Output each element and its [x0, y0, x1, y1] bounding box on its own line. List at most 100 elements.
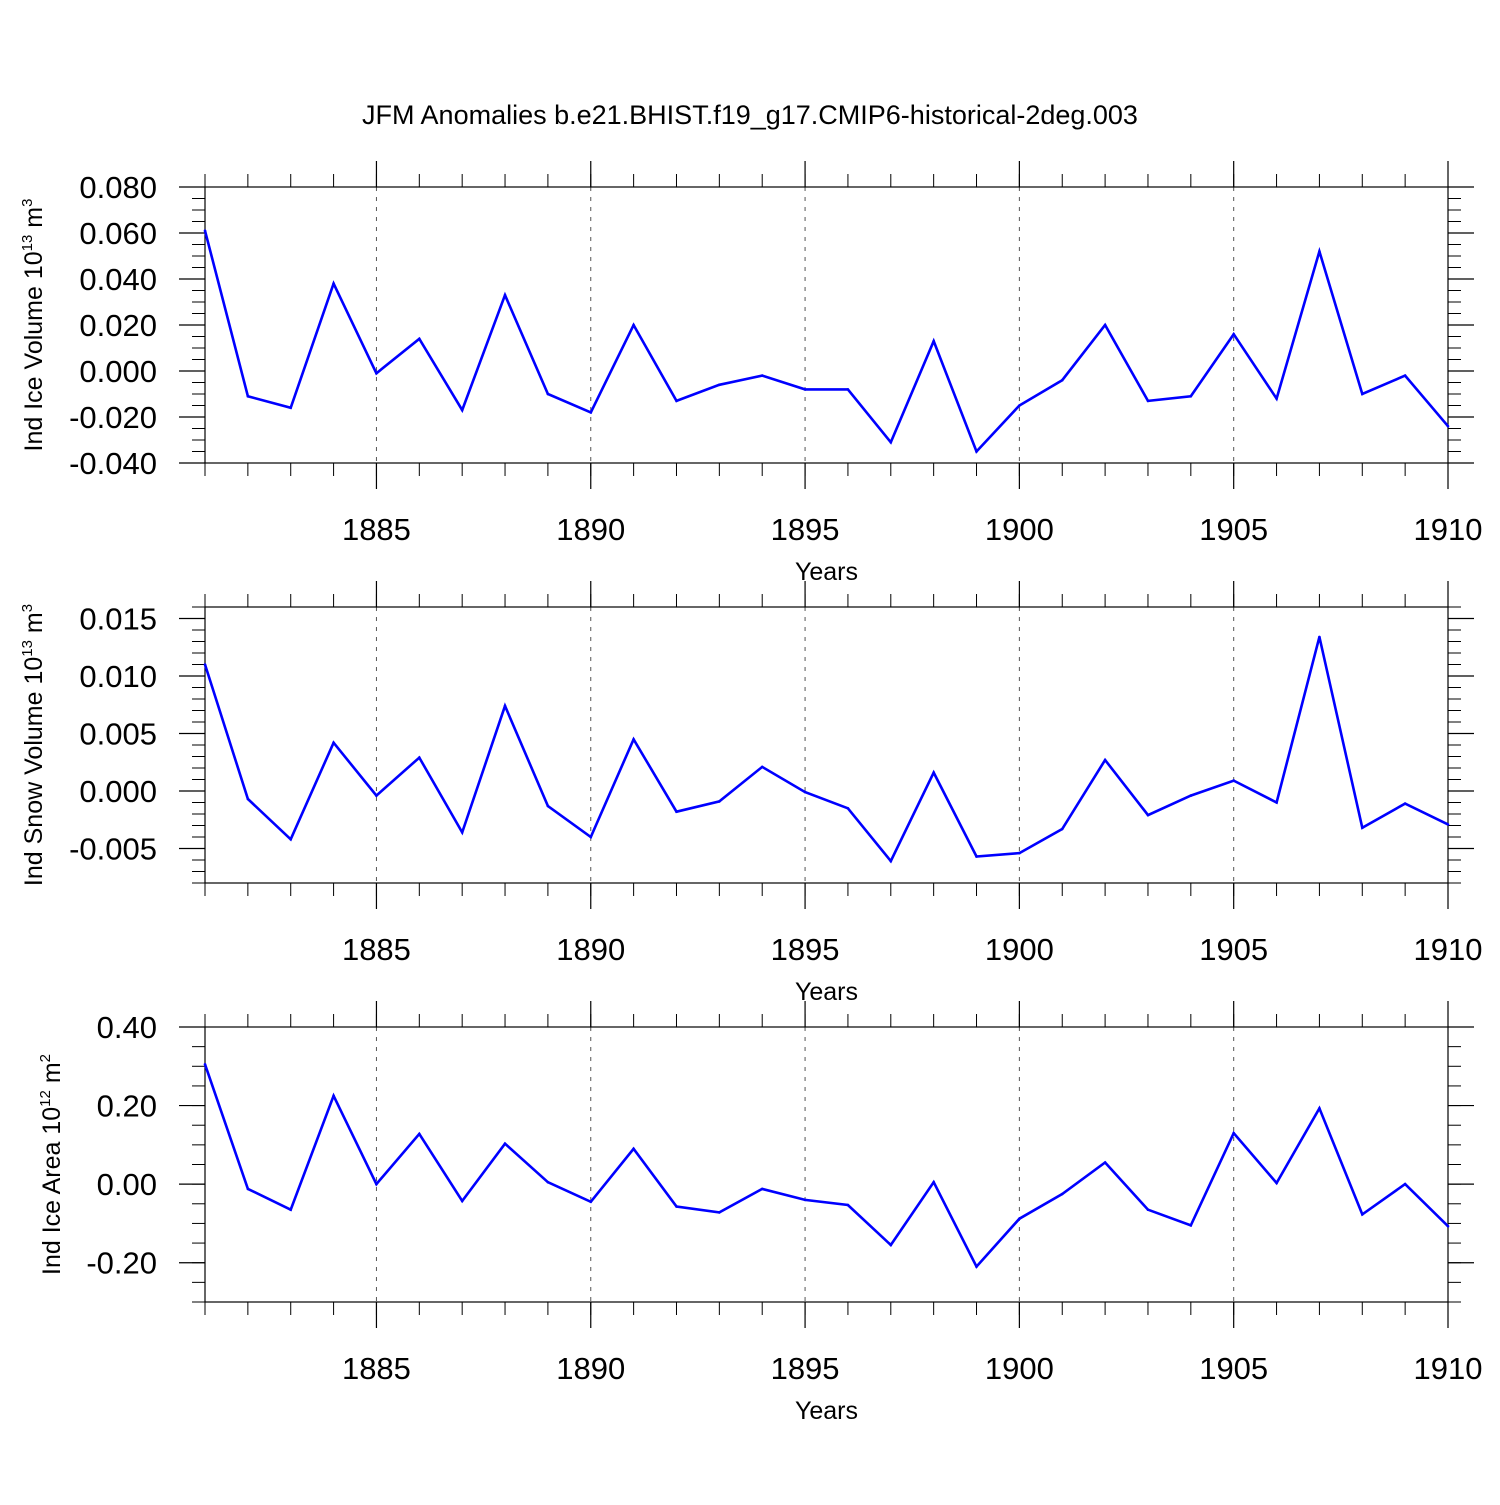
data-point	[418, 756, 421, 759]
y-axis-label-part: m	[20, 207, 48, 235]
data-point	[332, 282, 335, 285]
x-tick-label: 1905	[1199, 512, 1268, 547]
data-point	[546, 804, 550, 808]
data-point	[975, 450, 978, 453]
data-point	[546, 392, 550, 396]
x-tick-label: 1910	[1414, 932, 1483, 967]
figure-title: JFM Anomalies b.e21.BHIST.f19_g17.CMIP6-…	[362, 100, 1138, 130]
data-point	[1146, 1208, 1150, 1211]
x-tick-label: 1885	[342, 932, 411, 967]
y-axis-label-superscript: 3	[19, 199, 36, 207]
data-point	[846, 388, 850, 391]
data-point	[675, 810, 678, 813]
data-point	[675, 1205, 678, 1208]
y-axis-label: Ind Ice Area 1012 m2	[37, 1054, 66, 1275]
y-axis-label: Ind Ice Volume 1013 m3	[19, 199, 48, 452]
y-axis-label-part: m	[20, 612, 48, 640]
data-point	[718, 1211, 721, 1214]
x-tick-label: 1910	[1414, 512, 1483, 547]
data-point	[289, 406, 293, 410]
data-point	[1446, 424, 1450, 428]
data-point	[375, 794, 378, 797]
y-tick-label: 0.40	[97, 1010, 157, 1045]
data-point	[418, 337, 421, 341]
data-point	[332, 741, 335, 744]
data-point	[203, 229, 207, 232]
data-point	[503, 293, 507, 297]
data-point	[932, 771, 935, 774]
y-tick-label: 0.080	[79, 170, 157, 205]
y-tick-label: 0.000	[79, 774, 157, 809]
data-point	[460, 831, 464, 834]
x-tick-label: 1905	[1199, 932, 1268, 967]
data-point	[289, 838, 293, 841]
series-line	[203, 230, 1449, 454]
y-tick-label: 0.020	[79, 308, 157, 343]
data-point	[589, 835, 593, 839]
data-point	[1103, 758, 1107, 762]
data-point	[289, 1208, 293, 1211]
data-point	[1446, 823, 1450, 826]
series-line	[203, 636, 1449, 864]
data-point	[1018, 851, 1021, 855]
data-point	[1232, 779, 1235, 782]
data-point	[1060, 1192, 1064, 1196]
data-point	[1403, 802, 1407, 805]
data-point	[418, 1132, 421, 1136]
data-point	[932, 1180, 935, 1184]
x-tick-label: 1895	[771, 932, 840, 967]
data-point	[246, 395, 250, 398]
data-point	[1275, 1181, 1278, 1185]
data-point	[889, 859, 893, 863]
data-point	[332, 1094, 335, 1098]
x-axis-label: Years	[795, 978, 858, 1006]
x-axis-label: Years	[795, 1397, 858, 1425]
data-point	[1361, 826, 1364, 830]
data-point	[1232, 1131, 1235, 1135]
data-point	[932, 339, 935, 343]
data-point	[846, 807, 850, 810]
data-point	[1018, 1217, 1021, 1220]
data-point	[1146, 813, 1150, 817]
data-point	[1403, 374, 1407, 377]
data-point	[975, 1265, 978, 1268]
x-axis-label: Years	[795, 558, 858, 586]
data-point	[846, 1203, 850, 1207]
y-axis-label-part: m	[38, 1062, 66, 1090]
data-point	[246, 1187, 250, 1191]
y-tick-label: -0.005	[69, 832, 157, 867]
y-tick-label: 0.010	[79, 659, 157, 694]
data-point	[632, 323, 635, 327]
plot-frame	[204, 606, 1449, 884]
data-point	[1361, 1213, 1364, 1216]
y-tick-label: -0.020	[69, 400, 157, 435]
data-point	[1189, 1224, 1193, 1227]
data-point	[246, 797, 250, 801]
x-tick-label: 1895	[771, 1351, 840, 1386]
data-point	[632, 738, 635, 741]
data-point	[1103, 1161, 1107, 1164]
data-point	[1060, 378, 1064, 382]
y-tick-label: 0.20	[97, 1089, 157, 1124]
y-tick-label: 0.000	[79, 354, 157, 389]
y-tick-label: 0.00	[97, 1167, 157, 1202]
x-tick-label: 1890	[556, 932, 625, 967]
y-axis-label-part: Ind Snow Volume 10	[20, 657, 48, 886]
y-tick-label: 0.040	[79, 262, 157, 297]
data-point	[1318, 1107, 1321, 1110]
panel-2: -0.005 0.000 0.005 0.010 0.015 1885 1890 1895 19…	[19, 581, 1482, 1006]
data-point	[889, 441, 893, 444]
data-point	[589, 411, 593, 414]
data-point	[1275, 801, 1278, 804]
y-axis-label-superscript: 2	[37, 1054, 54, 1062]
data-point	[632, 1147, 635, 1151]
y-axis-label-part: Ind Ice Volume 10	[20, 251, 48, 451]
data-point	[460, 408, 464, 412]
series-line	[203, 1063, 1449, 1269]
data-point	[589, 1200, 593, 1204]
x-tick-label: 1910	[1414, 1351, 1483, 1386]
plot-frame	[204, 186, 1449, 464]
data-point	[1318, 635, 1321, 639]
